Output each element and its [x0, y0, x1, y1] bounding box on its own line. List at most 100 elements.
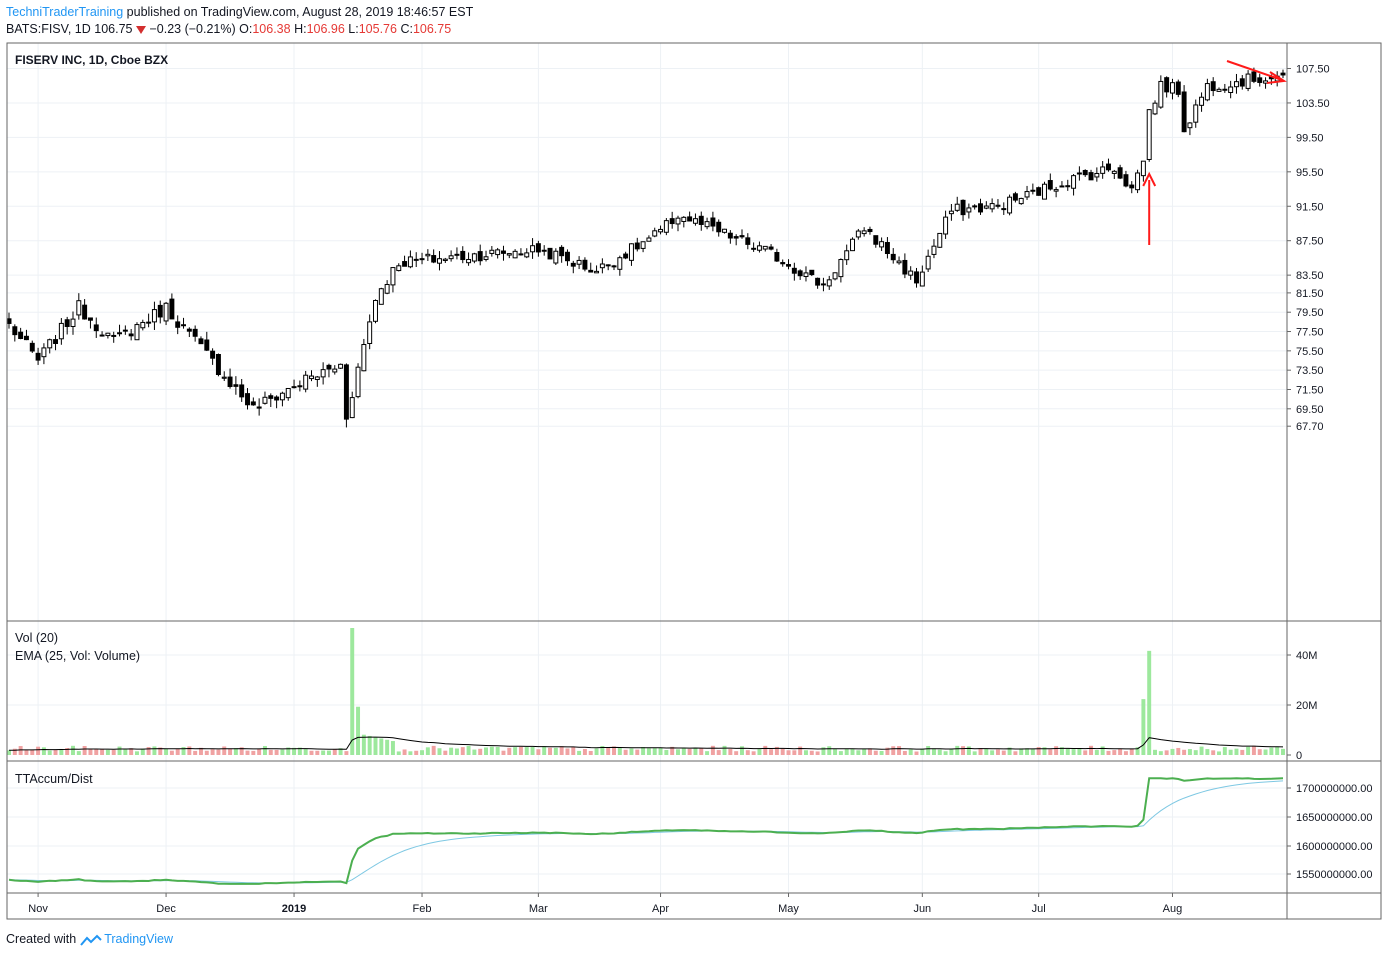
volume-bar	[833, 748, 838, 755]
volume-bar	[274, 749, 279, 755]
candle	[914, 267, 919, 288]
candle	[937, 232, 943, 248]
candle-body	[163, 302, 169, 322]
volume-bar	[803, 750, 808, 755]
time-tick-label: Mar	[529, 903, 548, 915]
candle	[646, 235, 652, 242]
candle-body	[175, 321, 181, 328]
volume-bar	[600, 745, 605, 755]
volume-bar	[193, 750, 198, 755]
volume-bar	[1065, 748, 1070, 755]
volume-bar	[379, 738, 384, 755]
candle	[53, 334, 59, 351]
axes: 107.50 103.50 99.50 95.50 91.50 87.50 83.50 81.…	[28, 64, 1372, 916]
volume-bar	[1118, 748, 1123, 755]
candle-body	[140, 321, 146, 329]
volume-bar	[891, 746, 896, 755]
candle	[1129, 181, 1135, 194]
volume-bar	[809, 750, 814, 755]
candle	[343, 363, 349, 428]
volume-bar	[373, 737, 378, 755]
candle	[1257, 73, 1263, 87]
candle-body	[506, 253, 512, 256]
candle-body	[838, 259, 844, 278]
candle-body	[1030, 189, 1036, 192]
candle	[832, 272, 838, 281]
volume-bar	[472, 749, 477, 755]
candle	[87, 317, 93, 329]
candle-body	[1199, 96, 1205, 106]
candle	[576, 256, 582, 270]
candle	[838, 258, 844, 283]
candle-body	[995, 204, 1001, 207]
candle	[198, 336, 204, 345]
pane-titles: FISERV INC, 1D, Cboe BZX Vol (20) EMA (2…	[15, 53, 168, 786]
candle	[541, 245, 547, 256]
candle-body	[413, 258, 419, 261]
candle-body	[704, 221, 710, 228]
volume-bar	[59, 748, 64, 755]
candle-body	[710, 217, 716, 227]
volume-bar	[1199, 746, 1204, 755]
author-link[interactable]: TechniTraderTraining	[6, 5, 124, 19]
volume-bar	[955, 745, 960, 755]
volume-bar	[780, 748, 785, 755]
volume-bar	[1083, 750, 1088, 755]
price-tick-label: 79.50	[1296, 307, 1324, 319]
volume-bar	[873, 750, 878, 755]
candle-body	[675, 217, 681, 225]
volume-bar	[460, 747, 465, 755]
volume-bar	[1187, 749, 1192, 755]
candle-body	[850, 238, 855, 252]
candle	[844, 244, 850, 265]
volume-bar	[12, 748, 17, 755]
candle	[1210, 77, 1216, 97]
volume-bar	[385, 739, 390, 755]
candle-body	[937, 232, 943, 248]
candle	[972, 204, 978, 210]
volume-bar	[164, 748, 169, 755]
volume-bar	[361, 734, 366, 755]
candle	[1233, 73, 1239, 94]
candle-body	[454, 253, 460, 256]
time-tick-label: 2019	[282, 903, 306, 915]
candle-body	[803, 272, 809, 278]
price-tick-label: 107.50	[1296, 64, 1330, 76]
candle-body	[669, 218, 675, 225]
volume-bar	[1094, 750, 1099, 755]
candle-body	[1158, 80, 1164, 108]
candle-body	[809, 269, 815, 276]
volume-bar	[309, 750, 314, 755]
tradingview-link[interactable]: TradingView	[104, 932, 173, 946]
candle	[675, 215, 681, 232]
volume-bar	[553, 747, 558, 755]
candle-body	[576, 259, 582, 265]
candle	[117, 324, 123, 337]
candle-body	[1169, 82, 1175, 94]
candle-body	[605, 264, 611, 267]
volume-bar	[670, 746, 675, 755]
candle	[1065, 179, 1071, 191]
candle	[780, 259, 786, 267]
candle-body	[652, 230, 658, 237]
price-tick-label: 95.50	[1296, 167, 1324, 179]
candle	[762, 245, 768, 252]
candle-body	[524, 252, 530, 258]
volume-bar	[751, 751, 756, 755]
candle	[402, 255, 408, 267]
candle-body	[1047, 180, 1053, 190]
candle-body	[6, 318, 12, 324]
candle	[431, 249, 437, 264]
candle	[274, 395, 280, 409]
candle-body	[512, 250, 518, 259]
candle	[332, 365, 338, 375]
volume-bar	[1141, 699, 1146, 755]
candle	[338, 363, 344, 369]
candle-body	[390, 267, 396, 286]
candle-body	[157, 304, 163, 318]
candle	[140, 319, 146, 331]
candle-body	[989, 203, 995, 210]
candle-body	[797, 270, 803, 277]
volume-bar	[623, 749, 628, 755]
